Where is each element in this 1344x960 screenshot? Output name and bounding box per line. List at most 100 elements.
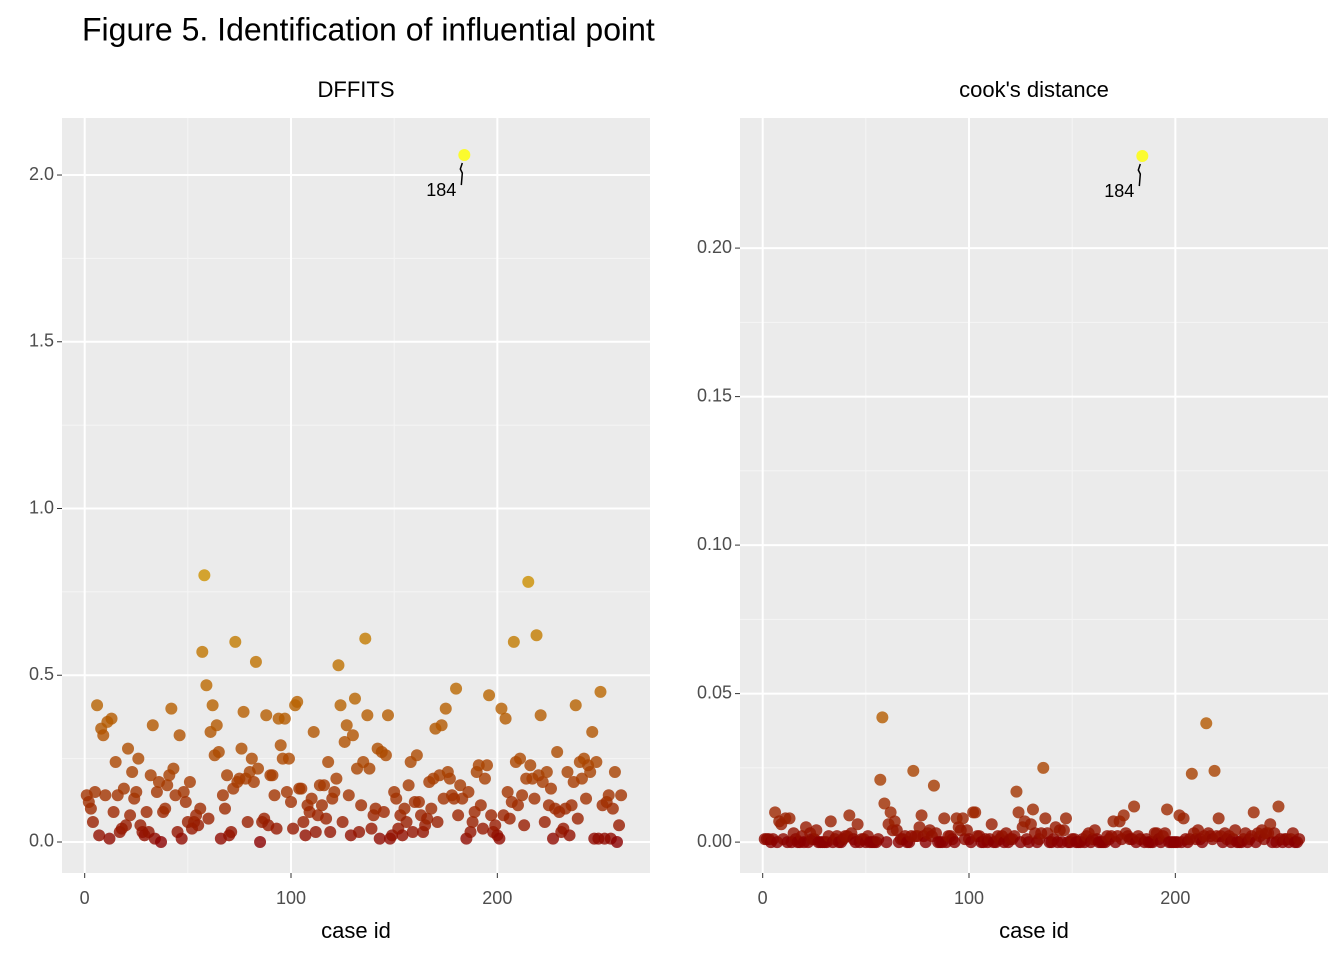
annotation-connector: [1137, 163, 1142, 187]
point: [355, 799, 368, 812]
point: [824, 815, 837, 828]
point: [235, 742, 248, 755]
point: [522, 575, 535, 588]
point: [927, 779, 940, 792]
point: [561, 765, 574, 778]
point: [218, 802, 231, 815]
point: [285, 795, 298, 808]
y-tick-label: 1.0: [29, 497, 54, 517]
point: [1161, 803, 1174, 816]
point: [336, 815, 349, 828]
point: [1136, 150, 1149, 163]
point: [122, 742, 135, 755]
point: [1012, 806, 1025, 819]
point: [544, 782, 557, 795]
point: [1159, 827, 1172, 840]
point: [501, 785, 514, 798]
x-tick-label: 100: [954, 888, 984, 908]
point: [381, 709, 394, 722]
point: [534, 709, 547, 722]
point: [1039, 812, 1052, 825]
point: [274, 739, 287, 752]
point: [458, 149, 471, 162]
point: [913, 821, 926, 834]
point: [183, 775, 196, 788]
point: [495, 702, 508, 715]
point: [229, 635, 242, 648]
point: [305, 792, 318, 805]
annotation-connector: [459, 162, 464, 186]
y-tick-label: 0.20: [697, 237, 732, 257]
point: [1128, 800, 1141, 813]
y-tick-label: 0.15: [697, 385, 732, 405]
point: [297, 815, 310, 828]
point: [216, 789, 229, 802]
point: [99, 789, 112, 802]
point: [499, 712, 512, 725]
point: [606, 802, 619, 815]
point: [431, 815, 444, 828]
x-tick-label: 100: [276, 888, 306, 908]
point: [435, 719, 448, 732]
y-tick-label: 0.5: [29, 664, 54, 684]
point: [237, 705, 250, 718]
annotation-label: 184: [426, 180, 456, 200]
point: [140, 805, 153, 818]
point: [210, 719, 223, 732]
point: [489, 819, 502, 832]
point: [580, 792, 593, 805]
point: [1247, 806, 1260, 819]
point: [1117, 809, 1130, 822]
point: [507, 635, 520, 648]
point: [421, 812, 434, 825]
point: [361, 709, 374, 722]
point: [472, 759, 485, 772]
point: [177, 785, 190, 798]
point: [194, 802, 207, 815]
point: [412, 795, 425, 808]
point: [1229, 824, 1242, 837]
point: [287, 822, 300, 835]
plot-background: [62, 118, 650, 873]
point: [948, 836, 961, 849]
point: [363, 762, 376, 775]
point: [985, 818, 998, 831]
point: [359, 632, 372, 645]
point: [291, 695, 304, 708]
point: [448, 792, 460, 805]
panel-title: cook's distance: [959, 77, 1109, 102]
point: [165, 702, 178, 715]
point: [1293, 833, 1306, 846]
point: [969, 806, 982, 819]
point: [452, 809, 465, 822]
point: [89, 785, 102, 798]
point: [462, 785, 475, 798]
point: [615, 789, 628, 802]
point: [324, 825, 337, 838]
point: [876, 711, 889, 724]
point: [464, 825, 477, 838]
point: [280, 785, 293, 798]
point: [450, 682, 463, 695]
point: [320, 812, 333, 825]
point: [373, 832, 386, 845]
point: [400, 815, 413, 828]
point: [390, 792, 403, 805]
point: [109, 755, 122, 768]
x-tick-label: 0: [80, 888, 90, 908]
point: [483, 689, 496, 702]
point: [159, 802, 172, 815]
point: [155, 835, 168, 848]
point: [84, 802, 97, 815]
point: [309, 825, 322, 838]
point: [565, 799, 578, 812]
point: [130, 785, 143, 798]
point: [524, 759, 537, 772]
point: [144, 769, 157, 782]
point: [874, 773, 887, 786]
point: [956, 812, 969, 825]
point: [843, 809, 856, 822]
point: [810, 824, 823, 837]
point: [783, 812, 796, 825]
